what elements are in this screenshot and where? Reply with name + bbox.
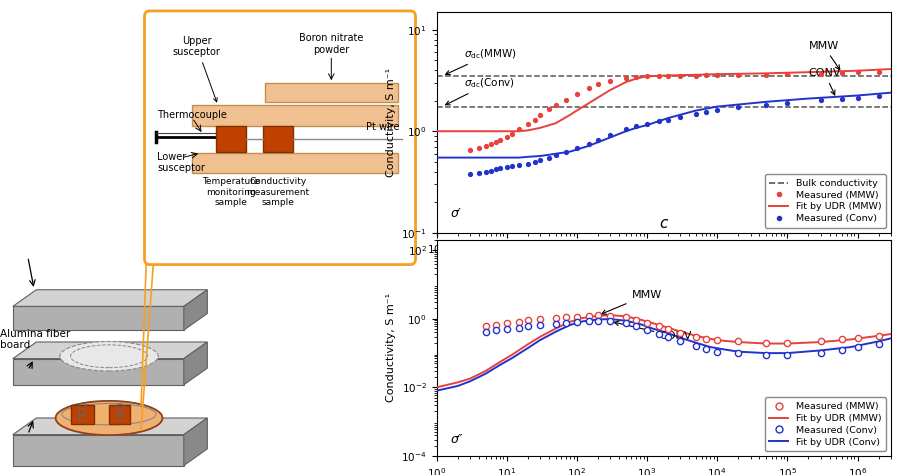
Text: CONV: CONV	[808, 68, 841, 95]
Text: MMW: MMW	[808, 41, 840, 70]
Text: Boron nitrate
powder: Boron nitrate powder	[299, 33, 364, 55]
Y-axis label: Conductivity, S m⁻¹: Conductivity, S m⁻¹	[386, 68, 396, 177]
Polygon shape	[184, 342, 207, 385]
Polygon shape	[13, 290, 207, 306]
Text: a: a	[218, 7, 227, 22]
Text: MMW: MMW	[602, 290, 662, 314]
Text: σ″: σ″	[450, 433, 463, 446]
Polygon shape	[13, 359, 184, 385]
Text: c: c	[660, 216, 668, 231]
Polygon shape	[216, 126, 246, 152]
Polygon shape	[13, 306, 184, 330]
Text: b: b	[659, 0, 669, 3]
Polygon shape	[263, 126, 293, 152]
Text: Temperature
monitoring
sample: Temperature monitoring sample	[202, 177, 259, 207]
Text: Lower
susceptor: Lower susceptor	[158, 152, 205, 173]
Text: $\sigma_{\rm dc}$(Conv): $\sigma_{\rm dc}$(Conv)	[446, 76, 516, 105]
Polygon shape	[184, 418, 207, 466]
Text: Upper
susceptor: Upper susceptor	[173, 36, 220, 102]
Text: $\sigma_{\rm dc}$(MMW): $\sigma_{\rm dc}$(MMW)	[446, 47, 518, 75]
Polygon shape	[13, 435, 184, 466]
Polygon shape	[193, 153, 398, 173]
Polygon shape	[70, 405, 94, 424]
Legend: Measured (MMW), Fit by UDR (MMW), Measured (Conv), Fit by UDR (Conv): Measured (MMW), Fit by UDR (MMW), Measur…	[765, 397, 886, 451]
Text: σ′: σ′	[450, 207, 461, 220]
Polygon shape	[13, 418, 207, 435]
FancyBboxPatch shape	[145, 11, 416, 265]
Polygon shape	[109, 405, 130, 424]
Polygon shape	[184, 290, 207, 330]
Legend: Bulk conductivity, Measured (MMW), Fit by UDR (MMW), Measured (Conv): Bulk conductivity, Measured (MMW), Fit b…	[765, 174, 886, 228]
Ellipse shape	[59, 342, 158, 371]
Ellipse shape	[56, 401, 162, 435]
Text: Pt wire: Pt wire	[366, 122, 400, 132]
Text: CONV: CONV	[614, 321, 692, 342]
Text: Thermocouple: Thermocouple	[158, 110, 227, 120]
Polygon shape	[193, 105, 398, 126]
Text: Alumina fiber
board: Alumina fiber board	[0, 329, 70, 351]
Polygon shape	[13, 342, 207, 359]
Polygon shape	[266, 83, 398, 102]
Text: Conductivity
measurement
sample: Conductivity measurement sample	[247, 177, 310, 207]
Y-axis label: Conductivity, S m⁻¹: Conductivity, S m⁻¹	[385, 294, 396, 402]
